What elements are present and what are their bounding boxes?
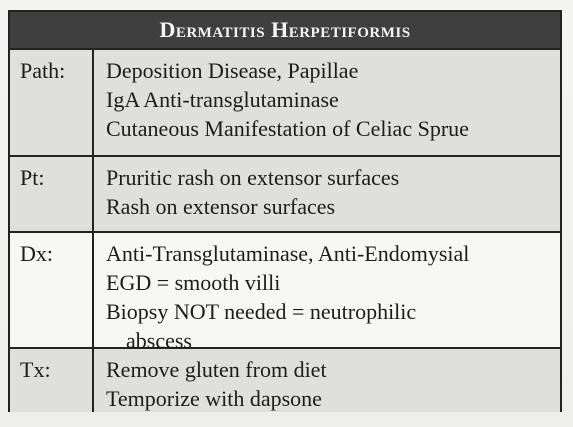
row-content-tx: Remove gluten from diet Temporize with d… bbox=[94, 349, 560, 412]
row-pt: Pt: Pruritic rash on extensor surfaces R… bbox=[10, 157, 560, 233]
content-line: Deposition Disease, Papillae bbox=[106, 58, 359, 83]
row-label-dx: Dx: bbox=[10, 233, 94, 347]
content-line: Pruritic rash on extensor surfaces bbox=[106, 165, 400, 190]
row-dx: Dx: Anti-Transglutaminase, Anti-Endomysi… bbox=[10, 233, 560, 353]
row-label-pt: Pt: bbox=[10, 157, 94, 231]
content-line: IgA Anti-transglutaminase bbox=[106, 87, 339, 112]
content-line: Biopsy NOT needed = neutrophilic bbox=[106, 299, 417, 324]
content-line: Temporize with dapsone bbox=[106, 386, 322, 411]
row-content-path: Deposition Disease, Papillae IgA Anti-tr… bbox=[94, 50, 560, 155]
content-line: Remove gluten from diet bbox=[106, 357, 327, 382]
content-line: Cutaneous Manifestation of Celiac Sprue bbox=[106, 116, 469, 141]
row-label-path: Path: bbox=[10, 50, 94, 155]
row-content-pt: Pruritic rash on extensor surfaces Rash … bbox=[94, 157, 560, 231]
card-title: Dermatitis Herpetiformis bbox=[10, 12, 560, 50]
row-content-dx: Anti-Transglutaminase, Anti-Endomysial E… bbox=[94, 233, 560, 353]
content-line: Rash on extensor surfaces bbox=[106, 194, 336, 219]
row-tx: Tx: Remove gluten from diet Temporize wi… bbox=[10, 349, 560, 412]
content-line: Anti-Transglutaminase, Anti-Endomysial bbox=[106, 241, 470, 266]
reference-card: Dermatitis Herpetiformis Path: Depositio… bbox=[8, 10, 562, 412]
content-line: EGD = smooth villi bbox=[106, 270, 281, 295]
row-path: Path: Deposition Disease, Papillae IgA A… bbox=[10, 50, 560, 157]
content-line: abscess bbox=[126, 328, 192, 353]
row-label-tx: Tx: bbox=[10, 349, 94, 412]
